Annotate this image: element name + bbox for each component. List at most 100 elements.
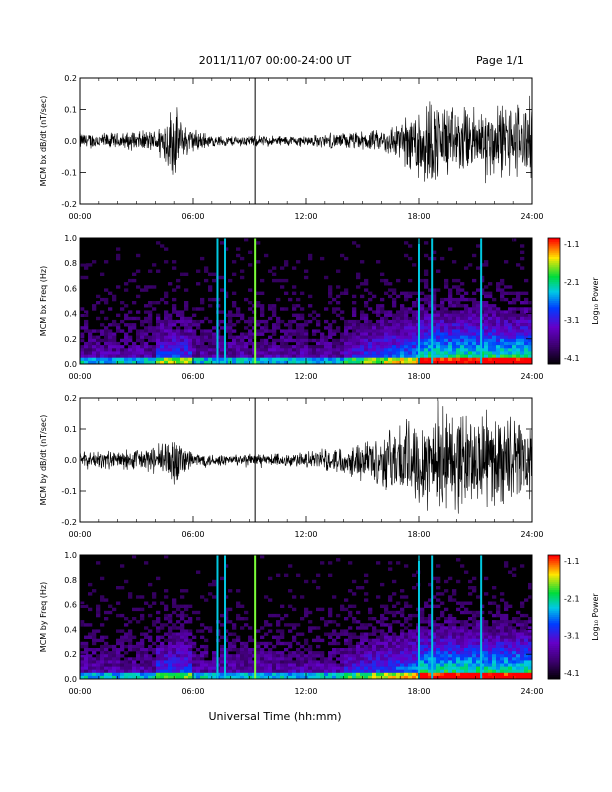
heatmap-cell bbox=[196, 354, 201, 358]
heatmap-cell bbox=[240, 672, 245, 677]
heatmap-cell bbox=[440, 666, 445, 670]
heatmap-cell bbox=[472, 332, 477, 336]
heatmap-cell bbox=[136, 620, 141, 624]
heatmap-cell bbox=[84, 657, 89, 661]
heatmap-cell bbox=[180, 641, 185, 646]
heatmap-cell bbox=[276, 354, 281, 358]
heatmap-cell bbox=[368, 291, 373, 295]
heatmap-cell bbox=[508, 660, 513, 664]
heatmap-cell bbox=[432, 635, 437, 639]
heatmap-cell bbox=[352, 326, 357, 330]
heatmap-cell bbox=[160, 660, 165, 664]
heatmap-cell bbox=[452, 260, 457, 264]
heatmap-cell bbox=[260, 278, 265, 283]
heatmap-cell bbox=[396, 278, 401, 283]
heatmap-cell bbox=[220, 319, 225, 324]
heatmap-cell bbox=[364, 663, 369, 667]
heatmap-cell bbox=[412, 335, 417, 339]
heatmap-cell bbox=[504, 644, 509, 649]
heatmap-cell bbox=[316, 345, 321, 349]
heatmap-cell bbox=[412, 613, 417, 618]
heatmap-cell bbox=[192, 641, 197, 646]
heatmap-cell bbox=[188, 675, 193, 680]
heatmap-cell bbox=[368, 297, 373, 302]
heatmap-cell bbox=[104, 338, 109, 343]
heatmap-cell bbox=[464, 657, 469, 661]
heatmap-cell bbox=[388, 675, 393, 680]
heatmap-cell bbox=[200, 635, 205, 639]
heatmap-cell bbox=[172, 351, 177, 355]
heatmap-cell bbox=[468, 601, 473, 605]
heatmap-cell bbox=[240, 313, 245, 317]
heatmap-cell bbox=[504, 638, 509, 643]
heatmap-cell bbox=[316, 360, 321, 365]
heatmap-cell bbox=[328, 672, 333, 677]
heatmap-cell bbox=[116, 601, 121, 605]
heatmap-cell bbox=[520, 345, 525, 349]
heatmap-cell bbox=[148, 644, 153, 649]
heatmap-cell bbox=[188, 632, 193, 636]
heatmap-cell bbox=[404, 345, 409, 349]
heatmap-cell bbox=[300, 675, 305, 680]
heatmap-cell bbox=[164, 666, 169, 670]
heatmap-cell bbox=[152, 620, 157, 624]
heatmap-cell bbox=[464, 629, 469, 633]
heatmap-cell bbox=[336, 675, 341, 680]
heatmap-cell bbox=[300, 313, 305, 317]
heatmap-cell bbox=[112, 648, 117, 652]
heatmap-cell bbox=[328, 632, 333, 636]
heatmap-cell bbox=[156, 660, 161, 664]
heatmap-cell bbox=[368, 648, 373, 652]
heatmap-cell bbox=[328, 573, 333, 577]
heatmap-cell bbox=[436, 335, 441, 339]
heatmap-cell bbox=[172, 338, 177, 343]
heatmap-cell bbox=[240, 316, 245, 321]
heatmap-cell bbox=[452, 319, 457, 324]
heatmap-cell bbox=[396, 657, 401, 661]
heatmap-cell bbox=[504, 332, 509, 336]
heatmap-cell bbox=[392, 654, 397, 658]
heatmap-cell bbox=[224, 294, 229, 299]
heatmap-cell bbox=[336, 345, 341, 349]
heatmap-cell bbox=[168, 626, 173, 630]
heatmap-cell bbox=[508, 301, 513, 305]
heatmap-cell bbox=[272, 329, 277, 333]
heatmap-cell bbox=[380, 297, 385, 302]
heatmap-cell bbox=[504, 313, 509, 317]
heatmap-cell bbox=[104, 260, 109, 264]
heatmap-cell bbox=[228, 335, 233, 339]
heatmap-cell bbox=[436, 586, 441, 590]
heatmap-cell bbox=[108, 675, 113, 680]
heatmap-cell bbox=[88, 648, 93, 652]
heatmap-cell bbox=[168, 663, 173, 667]
heatmap-cell bbox=[188, 669, 193, 674]
heatmap-cell bbox=[496, 307, 501, 311]
heatmap-cell bbox=[372, 341, 377, 346]
heatmap-cell bbox=[520, 654, 525, 658]
heatmap-cell bbox=[404, 341, 409, 346]
heatmap-cell bbox=[264, 632, 269, 636]
heatmap-cell bbox=[272, 348, 277, 352]
heatmap-cell bbox=[364, 338, 369, 343]
heatmap-cell bbox=[476, 613, 481, 618]
heatmap-cell bbox=[264, 341, 269, 346]
heatmap-cell bbox=[440, 345, 445, 349]
heatmap-cell bbox=[432, 357, 437, 362]
heatmap-cell bbox=[124, 348, 129, 352]
heatmap-cell bbox=[500, 629, 505, 633]
heatmap-cell bbox=[408, 329, 413, 333]
heatmap-cell bbox=[376, 329, 381, 333]
heatmap-cell bbox=[384, 335, 389, 339]
heatmap-cell bbox=[460, 669, 465, 674]
heatmap-cell bbox=[248, 626, 253, 630]
heatmap-cell bbox=[240, 648, 245, 652]
heatmap-cell bbox=[160, 335, 165, 339]
heatmap-cell bbox=[328, 326, 333, 330]
heatmap-cell bbox=[176, 654, 181, 658]
heatmap-cell bbox=[396, 319, 401, 324]
heatmap-cell bbox=[424, 641, 429, 646]
heatmap-cell bbox=[104, 669, 109, 674]
heatmap-cell bbox=[408, 348, 413, 352]
heatmap-cell bbox=[452, 675, 457, 680]
heatmap-cell bbox=[508, 307, 513, 311]
